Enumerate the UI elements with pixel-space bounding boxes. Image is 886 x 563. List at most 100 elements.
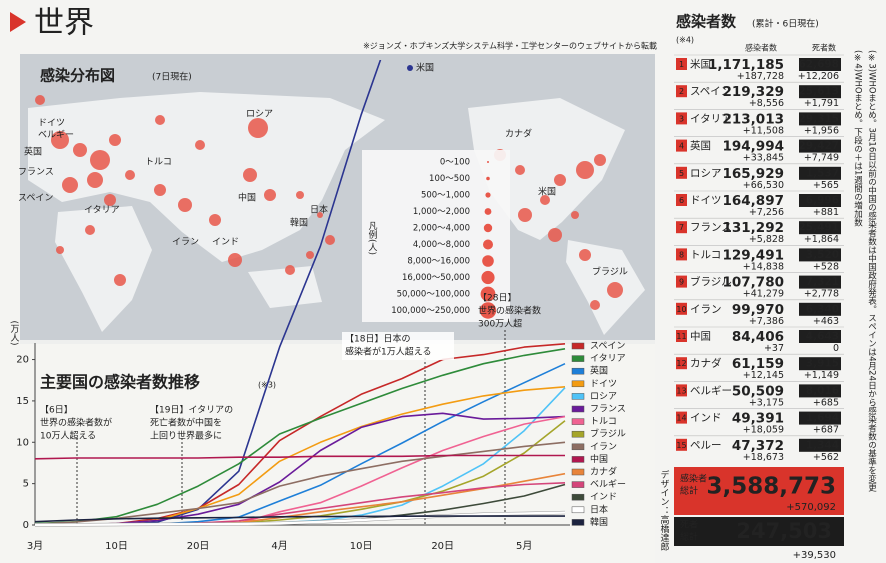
map-label: イラン bbox=[172, 237, 199, 248]
y-tick-label: 20 bbox=[16, 355, 29, 366]
cases-change: +7,256 bbox=[749, 207, 784, 218]
cases-change: +5,828 bbox=[749, 234, 784, 245]
deaths-box bbox=[799, 438, 841, 452]
map-label: ベルギー bbox=[38, 130, 74, 141]
rank: 7 bbox=[679, 223, 684, 232]
map-dot bbox=[35, 95, 45, 105]
country: ベルギー bbox=[690, 385, 732, 397]
deaths-change: +463 bbox=[813, 316, 839, 327]
rank: 2 bbox=[679, 87, 684, 96]
x-tick-label: 10日 bbox=[105, 541, 128, 552]
map-legend-label: 2,000～4,000 bbox=[413, 224, 470, 234]
deaths-box bbox=[799, 248, 841, 262]
rank-box bbox=[676, 438, 687, 451]
total-cases-box bbox=[674, 467, 844, 515]
map-dot bbox=[518, 208, 532, 222]
map-label: トルコ bbox=[145, 158, 172, 168]
header-title: 世界 bbox=[34, 6, 94, 41]
deaths: 6,340 bbox=[806, 303, 839, 315]
map-dot bbox=[56, 246, 64, 254]
country: スペイン bbox=[690, 86, 731, 98]
map-dot bbox=[51, 131, 69, 149]
rank: 5 bbox=[679, 169, 684, 178]
country: イラン bbox=[690, 303, 722, 315]
legend-label: 日本 bbox=[590, 503, 608, 515]
deaths-change: +687 bbox=[813, 425, 839, 436]
deaths-change: +685 bbox=[813, 397, 839, 408]
legend-swatch bbox=[571, 481, 585, 488]
side-note: (※4)WHOまとめ。下段の＋は1週間の増加数 bbox=[853, 50, 863, 227]
map-land bbox=[566, 240, 645, 335]
deaths-change: +565 bbox=[813, 180, 839, 191]
y-tick-label: 15 bbox=[16, 396, 29, 407]
legend-label: ロシア bbox=[590, 392, 617, 402]
deaths-change: +1,149 bbox=[804, 370, 839, 381]
map-dot bbox=[248, 118, 268, 138]
country: ペルー bbox=[690, 439, 722, 451]
map-legend-label: 4,000～8,000 bbox=[413, 240, 470, 250]
map-legend-dot bbox=[483, 223, 493, 233]
cases: 213,013 bbox=[723, 111, 785, 127]
map-dot bbox=[548, 228, 562, 242]
map-label: ロシア bbox=[246, 110, 273, 120]
cases-change: +37 bbox=[764, 343, 784, 354]
deaths-change: +2,778 bbox=[804, 289, 839, 300]
cases-change: +33,845 bbox=[743, 153, 784, 164]
legend-swatch bbox=[571, 380, 585, 388]
total-label: 死者 bbox=[680, 520, 698, 531]
map-legend-label: 1,000～2,000 bbox=[413, 207, 470, 217]
table-subtitle: (累計・6日現在) bbox=[752, 18, 819, 30]
map-dot bbox=[85, 225, 95, 235]
map-dot bbox=[154, 184, 166, 196]
legend-label: 中国 bbox=[590, 453, 608, 465]
legend-swatch bbox=[571, 506, 585, 514]
cases-change: +11,508 bbox=[743, 125, 784, 136]
map-label: インド bbox=[212, 238, 239, 248]
map-subtitle: (7日現在) bbox=[152, 71, 192, 83]
credit: デザイン：高橋達郎 bbox=[659, 469, 670, 552]
total-label: 感染者 bbox=[680, 473, 707, 485]
legend-label: ベルギー bbox=[590, 479, 626, 490]
map-label: カナダ bbox=[505, 128, 532, 140]
map-legend-dot bbox=[480, 286, 496, 302]
map-legend-title: 凡例(人) bbox=[367, 221, 378, 255]
total-deaths-box bbox=[674, 517, 844, 546]
deaths-box bbox=[799, 166, 841, 180]
map-legend-label: 500～1,000 bbox=[421, 191, 470, 201]
deaths: 8,016 bbox=[806, 385, 839, 397]
map-dot bbox=[285, 265, 295, 275]
total-cases: 3,588,773 bbox=[707, 474, 837, 500]
x-tick-label: 20日 bbox=[431, 541, 454, 552]
map: 感染分布図 (7日現在) ドイツ ベルギー 英国 フランス スペイン イタリア … bbox=[18, 54, 655, 344]
map-legend-dot bbox=[479, 302, 497, 319]
legend-label: フランス bbox=[590, 404, 626, 415]
cases-change: +3,175 bbox=[749, 397, 784, 408]
country: 英国 bbox=[690, 139, 711, 152]
legend-label: インド bbox=[590, 493, 617, 503]
annotation: 10万人超える bbox=[40, 430, 96, 442]
deaths: 25,491 bbox=[798, 222, 839, 234]
country: 米国 bbox=[690, 58, 711, 71]
country: ロシア bbox=[690, 167, 722, 179]
rank-box bbox=[676, 384, 687, 397]
us-marker bbox=[407, 65, 413, 71]
map-dot bbox=[540, 195, 550, 205]
deaths-change: +7,749 bbox=[804, 153, 839, 164]
map-label: フランス bbox=[18, 167, 54, 178]
rank: 15 bbox=[676, 441, 686, 450]
deaths: 29,427 bbox=[798, 140, 839, 152]
map-label: イタリア bbox=[84, 205, 120, 216]
map-dot bbox=[264, 189, 276, 201]
rank: 12 bbox=[676, 359, 686, 368]
header-arrow bbox=[10, 12, 26, 32]
cases: 84,406 bbox=[732, 329, 784, 345]
plot bbox=[34, 60, 566, 527]
annotation: 感染者が1万人超える bbox=[345, 346, 431, 358]
cases: 61,159 bbox=[732, 356, 784, 372]
annotation: 世界の感染者数が bbox=[40, 417, 112, 429]
map-dot bbox=[576, 161, 594, 179]
map-dot bbox=[195, 140, 205, 150]
map-legend-dot bbox=[485, 192, 491, 198]
column-header: 感染者数 bbox=[745, 43, 777, 53]
legend-label: 英国 bbox=[590, 365, 608, 377]
